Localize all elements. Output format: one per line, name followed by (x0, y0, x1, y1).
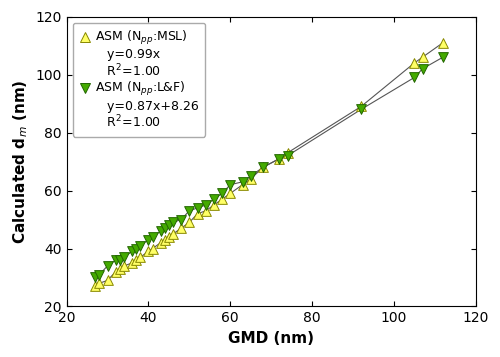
Point (357, 106, 365, 112)
Point (136, 243, 144, 248)
Point (177, 217, 185, 222)
Point (112, 257, 120, 263)
Point (177, 225, 185, 231)
Point (165, 234, 173, 240)
Point (238, 182, 246, 187)
Point (202, 208, 209, 214)
Point (96, 281, 104, 286)
Point (156, 240, 164, 246)
Point (148, 246, 156, 251)
Point (132, 246, 140, 251)
Point (418, 54, 426, 60)
X-axis label: GMD (nm): GMD (nm) (228, 331, 314, 346)
Point (439, 40, 447, 46)
Point (91, 275, 99, 280)
Point (112, 269, 120, 275)
Point (284, 150, 292, 156)
Point (186, 220, 194, 225)
Point (128, 260, 136, 266)
Point (194, 205, 202, 211)
Point (132, 257, 140, 263)
Point (136, 254, 144, 260)
Point (218, 191, 226, 196)
Point (116, 266, 124, 272)
Point (116, 257, 124, 263)
Point (91, 283, 99, 289)
Point (144, 248, 152, 254)
Point (104, 277, 112, 283)
Point (148, 234, 156, 240)
Point (439, 54, 447, 60)
Point (120, 263, 128, 269)
Point (276, 156, 283, 161)
Point (144, 237, 152, 243)
Point (259, 165, 267, 170)
Point (357, 104, 365, 109)
Point (210, 196, 218, 202)
Point (165, 222, 173, 228)
Point (120, 254, 128, 260)
Point (238, 179, 246, 185)
Point (202, 202, 209, 208)
Point (169, 220, 177, 225)
Point (96, 272, 104, 277)
Point (161, 237, 169, 243)
Point (210, 202, 218, 208)
Y-axis label: Calculated d$_m$ (nm): Calculated d$_m$ (nm) (11, 79, 30, 244)
Point (186, 208, 194, 214)
Point (156, 228, 164, 234)
Point (410, 60, 418, 66)
Point (410, 75, 418, 80)
Point (128, 248, 136, 254)
Point (259, 165, 267, 170)
Point (226, 182, 234, 187)
Point (169, 231, 177, 237)
Point (218, 196, 226, 202)
Point (246, 176, 254, 182)
Point (194, 211, 202, 217)
Point (276, 156, 283, 161)
Point (104, 263, 112, 269)
Point (161, 225, 169, 231)
Point (246, 173, 254, 179)
Point (226, 191, 234, 196)
Legend: ASM (N$_{pp}$:MSL),    y=0.99x,    R$^2$=1.00, ASM (N$_{pp}$:L&F),    y=0.87x+8.: ASM (N$_{pp}$:MSL), y=0.99x, R$^2$=1.00,… (73, 23, 206, 137)
Point (284, 153, 292, 159)
Point (418, 66, 426, 72)
